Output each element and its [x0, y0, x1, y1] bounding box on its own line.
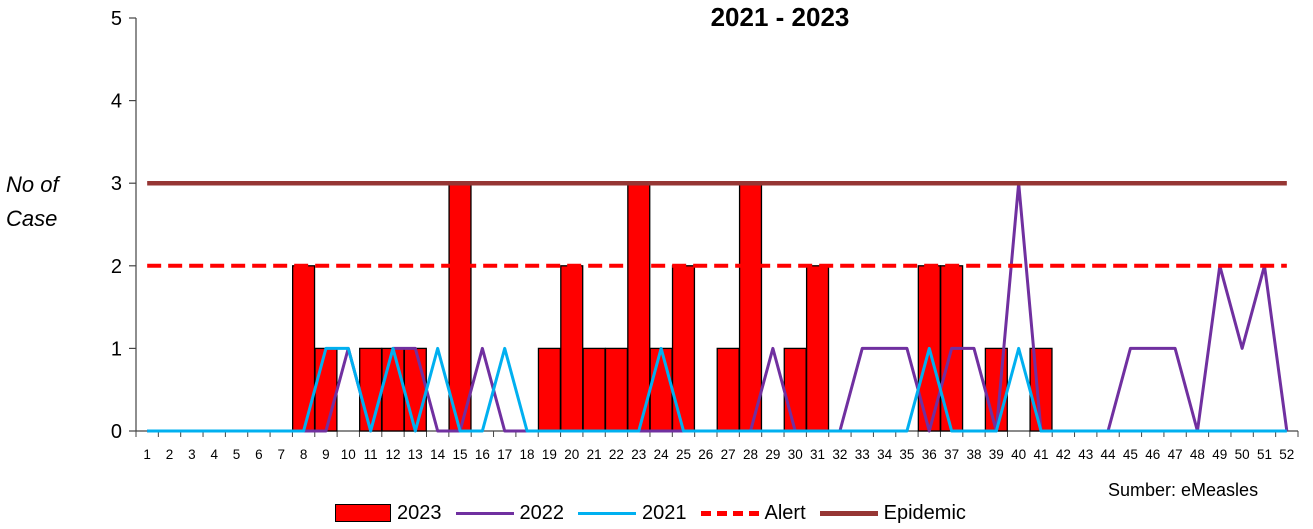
x-tick-label: 39	[989, 447, 1004, 462]
x-tick-label: 16	[475, 447, 490, 462]
legend-item-2021: 2021	[578, 502, 687, 525]
bar-2023	[805, 265, 830, 432]
y-axis-label-line-2: Case	[6, 206, 58, 231]
y-axis-label: No of Case	[6, 168, 59, 236]
x-tick-label: 9	[322, 447, 330, 462]
x-tick-label: 32	[832, 447, 847, 462]
bar-2023	[403, 347, 427, 432]
bar-2023	[381, 347, 405, 432]
chart-title: 2021 - 2023	[710, 2, 850, 32]
x-tick-label: 44	[1101, 447, 1117, 462]
legend-swatch-2023	[335, 504, 391, 522]
x-tick-label: 30	[788, 447, 803, 462]
bar-2023	[604, 347, 629, 432]
x-tick-label: 17	[497, 447, 512, 462]
x-tick-label: 15	[453, 447, 468, 462]
bar-2023	[314, 347, 338, 432]
x-tick-label: 38	[966, 447, 981, 462]
y-tick-label: 1	[111, 338, 122, 360]
x-tick-label: 25	[676, 447, 691, 462]
legend-label-epidemic: Epidemic	[883, 501, 966, 524]
bar-2023	[738, 182, 763, 432]
x-tick-label: 21	[587, 447, 602, 462]
x-tick-label: 28	[743, 447, 758, 462]
y-tick-label: 3	[111, 173, 122, 195]
x-tick-label: 43	[1078, 447, 1093, 462]
legend-item-2023: 2023	[335, 502, 442, 525]
x-tick-label: 13	[408, 447, 423, 462]
x-tick-label: 50	[1235, 447, 1250, 462]
bar-2023	[537, 347, 562, 432]
x-tick-label: 24	[654, 447, 670, 462]
legend-swatch-alert	[700, 510, 759, 516]
series-line-2021	[147, 346, 1287, 433]
legend-label-2023: 2023	[397, 501, 442, 524]
legend-item-epidemic: Epidemic	[819, 501, 966, 525]
x-tick-label: 4	[210, 447, 218, 462]
x-tick-label: 37	[944, 447, 959, 462]
x-tick-label: 36	[922, 447, 937, 462]
x-tick-label: 11	[364, 447, 378, 462]
chart-lines	[147, 180, 1289, 433]
x-tick-label: 20	[564, 447, 579, 462]
bar-2023	[716, 347, 740, 432]
x-tick-label: 8	[300, 447, 308, 462]
x-tick-label: 18	[520, 447, 535, 462]
x-tick-label: 6	[255, 447, 263, 462]
x-tick-label: 33	[855, 447, 870, 462]
legend-swatch-2021	[578, 511, 636, 515]
x-tick-label: 1	[143, 447, 151, 462]
x-tick-label: 45	[1123, 447, 1138, 462]
x-tick-label: 35	[899, 447, 914, 462]
legend-item-2022: 2022	[455, 501, 565, 525]
legend-item-alert: Alert	[700, 501, 806, 525]
x-tick-label: 34	[877, 447, 893, 462]
x-tick-label: 26	[698, 447, 713, 462]
y-tick-label: 4	[111, 91, 122, 113]
x-tick-label: 5	[233, 447, 241, 462]
x-tick-label: 31	[810, 447, 825, 462]
x-tick-label: 48	[1190, 447, 1205, 462]
x-tick-label: 42	[1056, 447, 1071, 462]
legend-swatch-epidemic	[819, 510, 878, 516]
x-tick-label: 3	[188, 447, 196, 462]
y-tick-label: 2	[111, 256, 122, 278]
bar-2023	[627, 182, 651, 432]
x-tick-label: 12	[385, 447, 400, 462]
legend-label-alert: Alert	[764, 501, 806, 524]
x-tick-label: 23	[631, 447, 646, 462]
x-tick-label: 41	[1034, 447, 1049, 462]
x-tick-label: 49	[1212, 447, 1227, 462]
bar-2023	[359, 347, 383, 432]
legend-label-2021: 2021	[642, 501, 687, 524]
x-tick-label: 27	[721, 447, 736, 462]
bar-2023	[582, 347, 606, 432]
x-tick-label: 29	[765, 447, 780, 462]
legend-label-2022: 2022	[519, 501, 565, 524]
bar-2023	[783, 347, 807, 432]
y-tick-label: 0	[111, 421, 122, 443]
chart-legend: 2023 2022 2021 Alert Epidemic	[335, 500, 980, 526]
x-tick-label: 22	[609, 447, 624, 462]
bar-2023	[448, 182, 472, 432]
bar-2023	[560, 265, 584, 432]
y-tick-label: 5	[111, 8, 122, 30]
x-tick-label: 2	[166, 447, 174, 462]
y-axis-label-line-1: No of	[6, 172, 59, 197]
x-tick-label: 19	[542, 447, 557, 462]
x-tick-label: 40	[1011, 447, 1026, 462]
x-tick-label: 7	[277, 447, 285, 462]
bar-2023	[649, 347, 673, 432]
x-tick-label: 52	[1279, 447, 1294, 462]
x-tick-label: 47	[1168, 447, 1183, 462]
x-tick-label: 10	[341, 447, 356, 462]
x-tick-label: 46	[1145, 447, 1160, 462]
source-annotation: Sumber: eMeasles	[1108, 480, 1259, 500]
legend-swatch-2022	[455, 511, 514, 515]
x-tick-label: 14	[430, 447, 446, 462]
x-tick-label: 51	[1257, 447, 1272, 462]
